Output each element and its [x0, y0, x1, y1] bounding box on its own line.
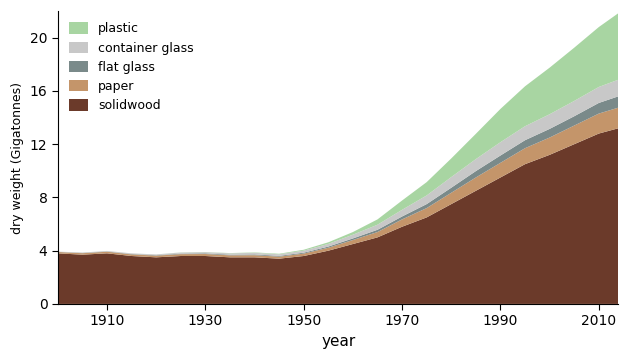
Y-axis label: dry weight (Gigatonnes): dry weight (Gigatonnes) — [11, 81, 24, 234]
X-axis label: year: year — [321, 334, 355, 349]
Legend: plastic, container glass, flat glass, paper, solidwood: plastic, container glass, flat glass, pa… — [64, 17, 198, 117]
